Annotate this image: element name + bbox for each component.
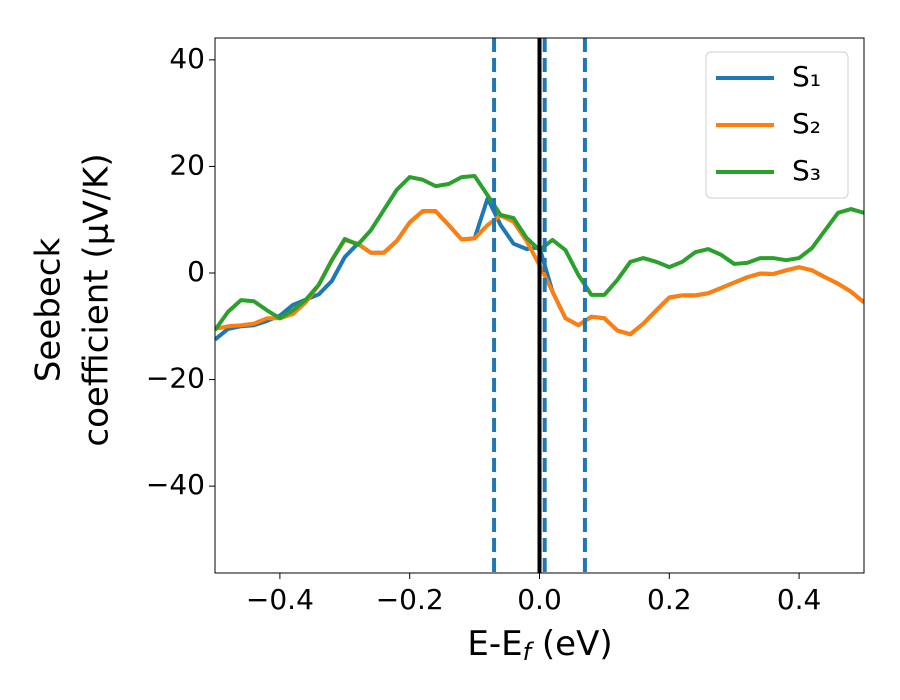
- x-tick-label: −0.4: [246, 583, 314, 616]
- y-tick-label: 20: [169, 148, 205, 181]
- x-tick-label: 0.4: [777, 583, 822, 616]
- legend-box: [705, 51, 849, 199]
- legend-label: S₃: [792, 154, 821, 187]
- y-axis-label: coefficient (μV/K): [77, 153, 117, 446]
- x-tick-label: −0.2: [376, 583, 444, 616]
- legend-label: S₂: [792, 107, 821, 140]
- plot-frame: [214, 37, 865, 574]
- legend-label: S₁: [792, 60, 821, 93]
- x-axis-label: E-Ef (eV): [467, 624, 612, 667]
- y-tick-label: −20: [146, 362, 205, 395]
- y-tick-label: 40: [169, 42, 205, 75]
- x-tick-label: 0.2: [647, 583, 692, 616]
- y-tick-label: 0: [187, 255, 205, 288]
- x-tick-label: 0.0: [517, 583, 562, 616]
- y-tick-label: −40: [146, 468, 205, 501]
- y-axis-label: Seebeck: [29, 238, 69, 383]
